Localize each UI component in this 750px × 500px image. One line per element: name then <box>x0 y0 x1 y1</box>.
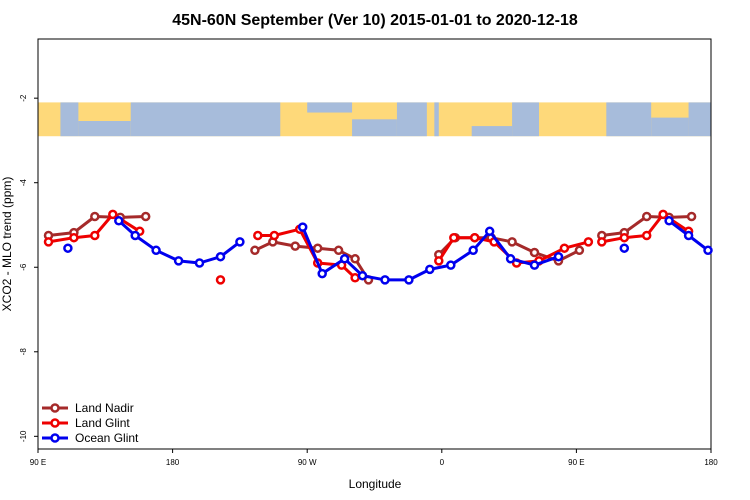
y-axis: -2 -4 -6 -8 -10 <box>19 94 38 442</box>
data-point <box>90 211 100 222</box>
data-point <box>333 245 344 256</box>
x-tick-label: 90 E <box>568 458 584 467</box>
data-point <box>380 275 390 285</box>
legend-item: Land Glint <box>42 416 130 430</box>
data-point <box>683 230 694 241</box>
data-point <box>574 245 585 256</box>
x-tick-label: 90 W <box>298 458 317 467</box>
data-point <box>468 245 478 256</box>
y-axis-label: XCO2 - MLO trend (ppm) <box>0 177 14 312</box>
data-point <box>404 275 414 285</box>
data-point <box>583 237 594 247</box>
map-band <box>38 102 711 137</box>
legend-label: Land Nadir <box>75 401 134 415</box>
series-layer <box>43 209 713 285</box>
legend-item: Land Nadir <box>42 401 134 415</box>
x-tick-label: 180 <box>704 458 718 467</box>
data-point <box>69 232 79 243</box>
data-point <box>449 232 459 243</box>
series-ocean-glint <box>63 216 713 285</box>
legend-label: Ocean Glint <box>75 431 139 445</box>
data-point <box>151 245 161 256</box>
map-ocean <box>651 117 689 137</box>
map-ocean <box>396 102 427 137</box>
plot-frame <box>37 38 712 450</box>
data-point <box>507 237 517 247</box>
y-tick-label: -4 <box>19 179 28 187</box>
data-point <box>114 216 124 226</box>
y-tick-label: -2 <box>19 94 28 102</box>
x-tick-label: 90 E <box>30 458 46 467</box>
data-point <box>130 230 140 241</box>
map-ocean <box>130 102 281 137</box>
data-point <box>641 230 652 241</box>
x-axis: 90 E 180 90 W 0 90 E 180 <box>30 449 718 467</box>
legend-marker <box>50 418 60 428</box>
map-ocean <box>471 126 513 137</box>
data-point <box>108 209 118 220</box>
data-point <box>703 245 713 256</box>
data-point <box>269 230 280 241</box>
map-ocean <box>352 119 397 137</box>
data-point <box>559 243 570 253</box>
data-point <box>215 275 226 285</box>
map-ocean <box>434 102 439 137</box>
data-point <box>597 237 607 247</box>
legend-item: Ocean Glint <box>42 431 139 445</box>
data-point <box>658 209 668 220</box>
legend-marker <box>50 433 60 443</box>
data-point <box>215 251 226 262</box>
data-point <box>619 232 630 243</box>
map-ocean <box>688 102 711 137</box>
data-point <box>529 260 540 270</box>
data-point <box>194 258 205 268</box>
data-point <box>43 237 54 247</box>
data-point <box>357 270 368 281</box>
data-point <box>664 216 674 226</box>
data-point <box>63 243 73 253</box>
map-ocean <box>512 102 540 137</box>
data-point <box>290 241 300 251</box>
data-point <box>686 211 697 222</box>
data-point <box>641 211 652 222</box>
series-land-glint <box>43 209 694 285</box>
y-tick-label: -6 <box>19 263 28 271</box>
map-ocean <box>78 121 131 137</box>
y-tick-label: -10 <box>19 430 28 442</box>
data-point <box>140 211 151 222</box>
data-point <box>339 254 350 264</box>
legend-label: Land Glint <box>75 416 130 430</box>
data-point <box>505 254 516 264</box>
data-point <box>529 247 540 258</box>
data-point <box>297 222 308 232</box>
data-point <box>619 243 630 253</box>
data-point <box>253 230 263 241</box>
data-point <box>317 268 327 279</box>
data-point <box>235 237 245 247</box>
data-point <box>553 251 564 262</box>
y-tick-label: -8 <box>19 348 28 356</box>
series-land-nadir <box>43 211 697 285</box>
data-point <box>446 260 456 270</box>
data-point <box>484 226 495 237</box>
data-point <box>350 254 360 264</box>
data-point <box>312 243 323 253</box>
data-point <box>434 256 444 266</box>
data-point <box>350 273 360 283</box>
legend-marker <box>50 403 60 413</box>
map-ocean <box>606 102 652 137</box>
x-tick-label: 180 <box>166 458 180 467</box>
data-point <box>250 245 260 256</box>
data-point <box>90 230 100 241</box>
data-point <box>469 232 480 243</box>
chart-title: 45N-60N September (Ver 10) 2015-01-01 to… <box>172 12 578 29</box>
data-point <box>425 264 435 275</box>
map-ocean <box>60 102 79 137</box>
x-tick-label: 0 <box>440 458 445 467</box>
data-point <box>173 256 184 266</box>
x-axis-label: Longitude <box>349 477 402 491</box>
map-ocean <box>307 102 353 113</box>
